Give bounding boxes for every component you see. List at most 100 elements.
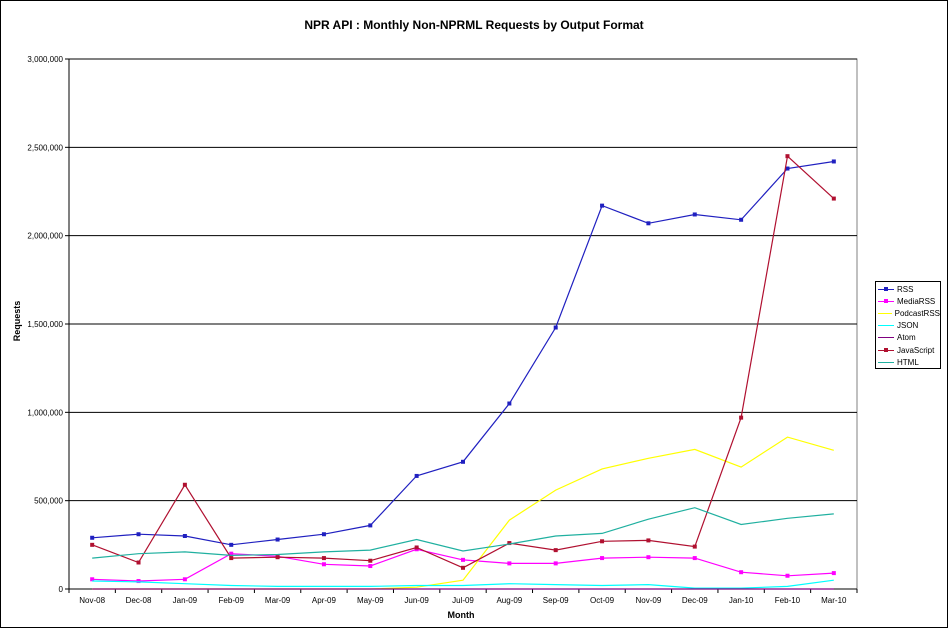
data-point-javascript-2 — [182, 482, 187, 487]
legend-label-podcastrss: PodcastRSS — [894, 308, 940, 318]
legend-label-rss: RSS — [897, 284, 914, 294]
data-point-mediarss-15 — [785, 573, 790, 578]
x-tick-label-0: Nov-08 — [79, 596, 105, 605]
legend-swatch-javascript — [878, 346, 894, 355]
data-point-javascript-11 — [600, 539, 605, 544]
data-point-javascript-9 — [507, 541, 512, 546]
y-tick-label-6: 3,000,000 — [27, 55, 63, 64]
data-point-mediarss-2 — [182, 577, 187, 582]
data-point-mediarss-8 — [461, 557, 465, 562]
data-point-rss-0 — [90, 535, 95, 540]
legend-item-podcastrss: PodcastRSS — [878, 307, 940, 319]
data-point-javascript-5 — [321, 556, 326, 561]
y-tick-label-3: 1,500,000 — [27, 320, 63, 329]
legend-swatch-rss — [878, 285, 894, 294]
data-point-rss-1 — [136, 532, 141, 537]
data-point-rss-3 — [229, 542, 234, 547]
data-point-javascript-7 — [414, 545, 419, 550]
data-point-javascript-4 — [275, 555, 280, 560]
data-point-rss-5 — [321, 532, 326, 537]
x-tick-label-3: Feb-09 — [219, 596, 245, 605]
legend-swatch-html — [878, 358, 894, 367]
data-point-mediarss-16 — [831, 571, 836, 576]
data-point-mediarss-3 — [229, 551, 234, 556]
data-point-rss-13 — [692, 212, 697, 217]
data-point-javascript-14 — [739, 415, 744, 420]
legend: RSS MediaRSS PodcastRSS JSON Atom JavaScript H… — [875, 281, 941, 369]
data-point-mediarss-0 — [90, 577, 95, 582]
data-point-mediarss-9 — [507, 561, 512, 566]
data-point-rss-12 — [646, 221, 651, 226]
x-tick-label-13: Dec-09 — [682, 596, 708, 605]
legend-label-html: HTML — [897, 357, 919, 367]
y-tick-label-5: 2,500,000 — [27, 143, 63, 152]
x-tick-label-4: Mar-09 — [265, 596, 291, 605]
legend-label-mediarss: MediaRSS — [897, 296, 936, 306]
data-point-javascript-1 — [136, 560, 141, 565]
data-point-rss-8 — [461, 459, 465, 464]
chart-title: NPR API : Monthly Non-NPRML Requests by … — [304, 18, 644, 32]
x-axis-title: Month — [447, 610, 475, 620]
legend-swatch-json — [878, 321, 894, 330]
y-tick-label-1: 500,000 — [34, 497, 63, 506]
legend-item-json: JSON — [878, 320, 940, 332]
data-point-mediarss-11 — [600, 556, 605, 561]
data-point-javascript-6 — [368, 558, 373, 563]
data-point-rss-4 — [275, 537, 280, 542]
data-point-javascript-0 — [90, 542, 95, 547]
y-tick-label-0: 0 — [59, 585, 64, 594]
legend-label-atom: Atom — [897, 333, 916, 343]
legend-item-rss: RSS — [878, 283, 940, 295]
y-tick-label-4: 2,000,000 — [27, 232, 63, 241]
data-point-javascript-12 — [646, 538, 651, 543]
legend-item-javascript: JavaScript — [878, 344, 940, 356]
legend-item-html: HTML — [878, 356, 940, 368]
data-point-mediarss-12 — [646, 555, 651, 560]
data-point-rss-10 — [553, 325, 558, 330]
data-point-mediarss-14 — [739, 570, 744, 575]
x-tick-label-11: Oct-09 — [590, 596, 615, 605]
legend-item-mediarss: MediaRSS — [878, 295, 940, 307]
legend-label-javascript: JavaScript — [897, 345, 935, 355]
series-line-html — [92, 507, 834, 559]
data-point-javascript-8 — [461, 565, 465, 570]
data-point-rss-11 — [600, 203, 605, 208]
x-tick-label-9: Aug-09 — [496, 596, 522, 605]
data-point-javascript-10 — [553, 548, 558, 553]
x-tick-label-1: Dec-08 — [126, 596, 152, 605]
data-point-mediarss-5 — [321, 562, 326, 567]
legend-swatch-mediarss — [878, 297, 894, 306]
legend-swatch-podcastrss — [878, 309, 892, 318]
data-point-rss-9 — [507, 401, 512, 406]
data-point-mediarss-6 — [368, 564, 373, 569]
legend-item-atom: Atom — [878, 332, 940, 344]
legend-swatch-atom — [878, 333, 894, 342]
data-point-javascript-3 — [229, 556, 234, 561]
x-tick-label-16: Mar-10 — [821, 596, 847, 605]
x-tick-label-5: Apr-09 — [312, 596, 337, 605]
data-point-rss-7 — [414, 473, 419, 478]
x-tick-label-15: Feb-10 — [775, 596, 801, 605]
data-point-javascript-16 — [831, 196, 836, 201]
series-line-json — [92, 579, 834, 589]
data-point-rss-14 — [739, 217, 744, 222]
x-tick-label-12: Nov-09 — [636, 596, 662, 605]
data-point-rss-15 — [785, 166, 790, 171]
data-point-javascript-13 — [692, 544, 697, 549]
y-tick-label-2: 1,000,000 — [27, 408, 63, 417]
data-point-javascript-15 — [785, 154, 790, 159]
x-tick-label-10: Sep-09 — [543, 596, 569, 605]
data-point-mediarss-10 — [553, 561, 558, 566]
x-tick-label-8: Jul-09 — [452, 596, 474, 605]
data-point-rss-16 — [831, 159, 836, 164]
x-tick-label-6: May-09 — [357, 596, 384, 605]
data-point-mediarss-1 — [136, 579, 141, 584]
data-point-mediarss-13 — [692, 556, 697, 561]
x-tick-label-7: Jun-09 — [404, 596, 429, 605]
data-point-rss-6 — [368, 523, 373, 528]
x-tick-label-14: Jan-10 — [729, 596, 754, 605]
x-tick-label-2: Jan-09 — [173, 596, 198, 605]
legend-label-json: JSON — [897, 321, 919, 331]
